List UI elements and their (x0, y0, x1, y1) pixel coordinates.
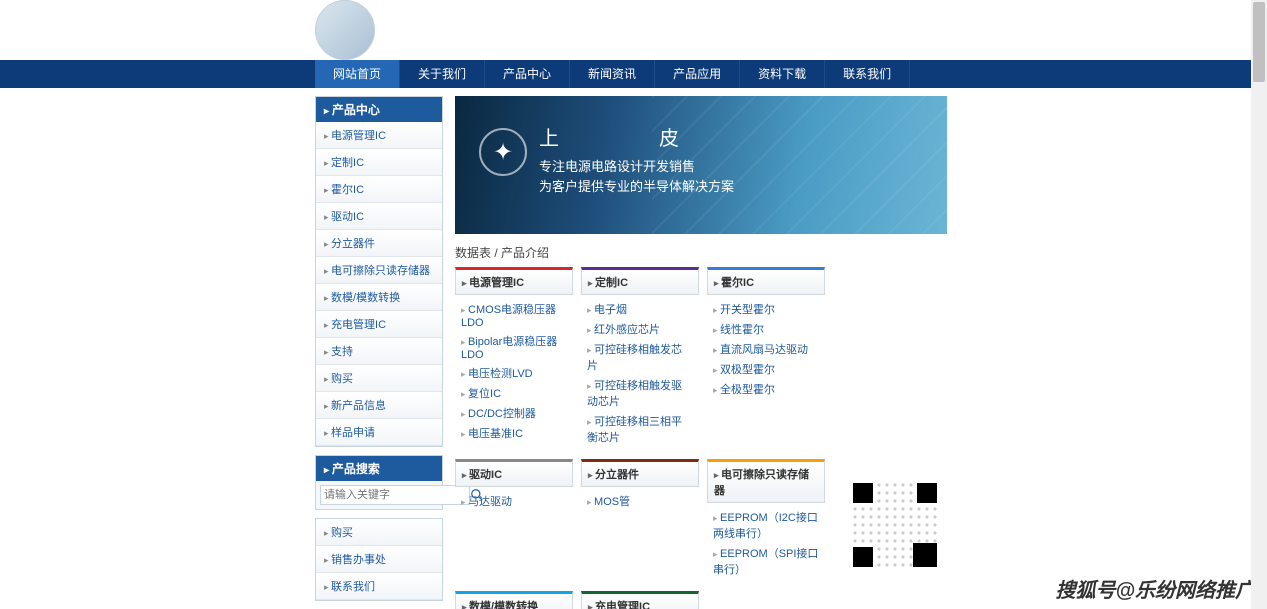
category-link[interactable]: 线性霍尔 (709, 319, 823, 339)
category-link[interactable]: 红外感应芯片 (583, 319, 697, 339)
banner-title: 上 皮 (539, 122, 734, 151)
sidebar-product-item[interactable]: 数模/模数转换 (316, 284, 442, 311)
sidebar-product-item[interactable]: 电源管理IC (316, 122, 442, 149)
banner-line1: 专注电源电路设计开发销售 (539, 157, 734, 177)
category-link[interactable]: Bipolar电源稳压器LDO (457, 331, 571, 363)
sidebar-product-item[interactable]: 驱动IC (316, 203, 442, 230)
banner-line2: 为客户提供专业的半导体解决方案 (539, 177, 734, 197)
category-link[interactable]: 可控硅移相三相平衡芯片 (583, 411, 697, 447)
category-link[interactable]: 直流风扇马达驱动 (709, 339, 823, 359)
category-link[interactable]: 复位IC (457, 383, 571, 403)
category-box: 数模/模数转换 (455, 591, 573, 609)
category-box: 霍尔IC 开关型霍尔线性霍尔直流风扇马达驱动双极型霍尔全极型霍尔 (707, 267, 825, 451)
nav-item-6[interactable]: 联系我们 (825, 60, 910, 88)
header (0, 0, 1267, 60)
category-link[interactable]: 电子烟 (583, 299, 697, 319)
category-box: 分立器件 MOS管 (581, 459, 699, 583)
category-link[interactable]: 全极型霍尔 (709, 379, 823, 399)
banner-logo-icon: ✦ (479, 128, 527, 176)
sidebar-link-item[interactable]: 销售办事处 (316, 546, 442, 573)
category-header[interactable]: 分立器件 (581, 459, 699, 487)
nav-item-1[interactable]: 关于我们 (400, 60, 485, 88)
category-link[interactable]: DC/DC控制器 (457, 403, 571, 423)
nav-item-3[interactable]: 新闻资讯 (570, 60, 655, 88)
sidebar-product-item[interactable]: 定制IC (316, 149, 442, 176)
sidebar-product-item[interactable]: 分立器件 (316, 230, 442, 257)
sidebar-product-item[interactable]: 新产品信息 (316, 392, 442, 419)
category-link[interactable]: 开关型霍尔 (709, 299, 823, 319)
sidebar-search-title: 产品搜索 (316, 456, 442, 481)
sidebar-product-item[interactable]: 样品申请 (316, 419, 442, 446)
sidebar-product-item[interactable]: 充电管理IC (316, 311, 442, 338)
category-header[interactable]: 电源管理IC (455, 267, 573, 295)
scrollbar-vertical[interactable] (1251, 0, 1267, 609)
category-box: 电可擦除只读存储器 EEPROM（I2C接口两线串行）EEPROM（SPI接口串行… (707, 459, 825, 583)
nav-item-5[interactable]: 资料下载 (740, 60, 825, 88)
category-header[interactable]: 充电管理IC (581, 591, 699, 609)
sidebar-link-item[interactable]: 购买 (316, 519, 442, 546)
category-link[interactable]: EEPROM（I2C接口两线串行） (709, 507, 823, 543)
category-box: 充电管理IC (581, 591, 699, 609)
section-datasheet-title: 数据表 / 产品介绍 (455, 238, 947, 267)
category-box: 电源管理IC CMOS电源稳压器LDOBipolar电源稳压器LDO电压检测LVD… (455, 267, 573, 451)
sidebar-search: 产品搜索 (315, 455, 443, 510)
category-box: 定制IC 电子烟红外感应芯片可控硅移相触发芯片可控硅移相触发驱动芯片可控硅移相三相… (581, 267, 699, 451)
nav-item-2[interactable]: 产品中心 (485, 60, 570, 88)
sidebar-product-item[interactable]: 霍尔IC (316, 176, 442, 203)
watermark: 搜狐号@乐纷网络推广 (1055, 574, 1255, 603)
category-link[interactable]: EEPROM（SPI接口串行） (709, 543, 823, 579)
qr-code (853, 483, 937, 567)
category-link[interactable]: MOS管 (583, 491, 697, 511)
nav-item-0[interactable]: 网站首页 (315, 60, 400, 88)
category-link[interactable]: 马达驱动 (457, 491, 571, 511)
category-link[interactable]: 可控硅移相触发芯片 (583, 339, 697, 375)
sidebar-product-item[interactable]: 支持 (316, 338, 442, 365)
sidebar-product-item[interactable]: 电可擦除只读存储器 (316, 257, 442, 284)
category-link[interactable]: 电压检测LVD (457, 363, 571, 383)
sidebar-products-title: 产品中心 (316, 97, 442, 122)
hero-banner: ✦ 上 皮 专注电源电路设计开发销售 为客户提供专业的半导体解决方案 (455, 96, 947, 234)
category-link[interactable]: 可控硅移相触发驱动芯片 (583, 375, 697, 411)
sidebar-product-item[interactable]: 购买 (316, 365, 442, 392)
sidebar-links: 购买销售办事处联系我们 (315, 518, 443, 601)
category-box: 驱动IC 马达驱动 (455, 459, 573, 583)
main-nav: 网站首页关于我们产品中心新闻资讯产品应用资料下载联系我们 (0, 60, 1267, 88)
category-header[interactable]: 霍尔IC (707, 267, 825, 295)
category-link[interactable]: 双极型霍尔 (709, 359, 823, 379)
category-header[interactable]: 电可擦除只读存储器 (707, 459, 825, 503)
logo (315, 0, 375, 60)
category-header[interactable]: 数模/模数转换 (455, 591, 573, 609)
category-header[interactable]: 定制IC (581, 267, 699, 295)
search-input[interactable] (320, 485, 470, 505)
category-header[interactable]: 驱动IC (455, 459, 573, 487)
sidebar-link-item[interactable]: 联系我们 (316, 573, 442, 600)
category-link[interactable]: 电压基准IC (457, 423, 571, 443)
sidebar-products: 产品中心 电源管理IC定制IC霍尔IC驱动IC分立器件电可擦除只读存储器数模/模… (315, 96, 443, 447)
category-link[interactable]: CMOS电源稳压器LDO (457, 299, 571, 331)
nav-item-4[interactable]: 产品应用 (655, 60, 740, 88)
